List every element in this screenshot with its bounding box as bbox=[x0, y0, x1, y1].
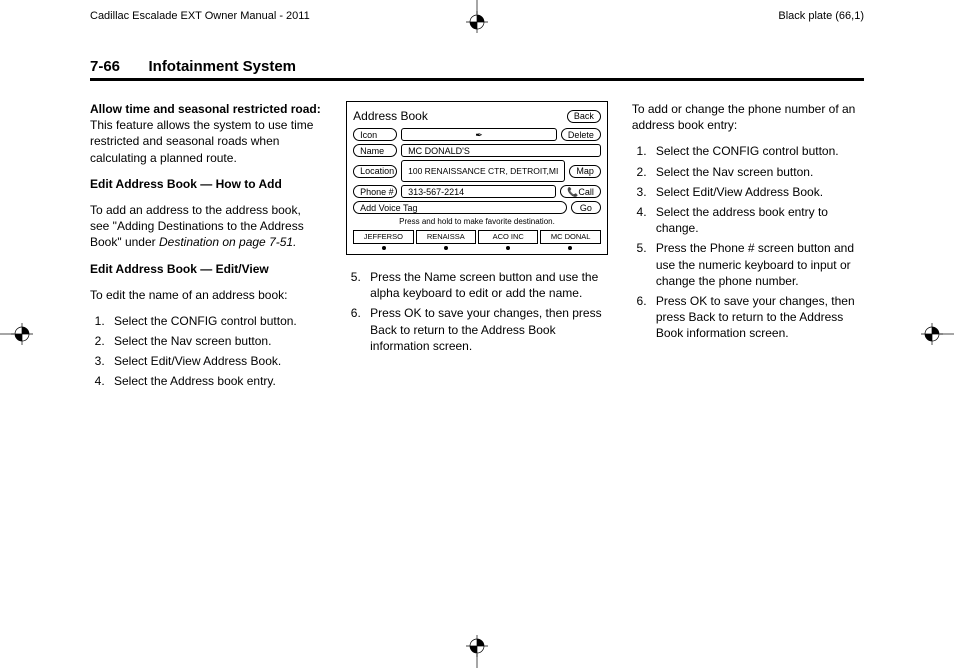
icon-value[interactable]: ✒ bbox=[401, 128, 557, 141]
back-button[interactable]: Back bbox=[567, 110, 601, 123]
dot-icon bbox=[382, 246, 386, 250]
location-value[interactable]: 100 RENAISSANCE CTR, DETROIT,MI bbox=[401, 160, 565, 182]
section-title: Infotainment System bbox=[148, 58, 296, 75]
crop-mark-bottom bbox=[457, 628, 497, 668]
favorite-slot[interactable]: RENAISSA bbox=[416, 230, 476, 244]
manual-title: Cadillac Escalade EXT Owner Manual - 201… bbox=[90, 10, 310, 22]
list-item: Select the address book entry to change. bbox=[650, 204, 864, 236]
dot-icon bbox=[506, 246, 510, 250]
heading-edit-view: Edit Address Book — Edit/View bbox=[90, 261, 322, 277]
voice-tag-button[interactable]: Add Voice Tag bbox=[353, 201, 567, 214]
para-how-to-add: To add an address to the address book, s… bbox=[90, 202, 322, 251]
edit-steps-list: Select the CONFIG control button. Select… bbox=[108, 313, 322, 390]
icon-label[interactable]: Icon bbox=[353, 128, 397, 141]
section-header: 7-66 Infotainment System bbox=[90, 58, 864, 81]
screen-title: Address Book bbox=[353, 108, 428, 124]
list-item: Select the Nav screen button. bbox=[650, 164, 864, 180]
name-value[interactable]: MC DONALD'S bbox=[401, 144, 601, 157]
location-label[interactable]: Location bbox=[353, 165, 397, 178]
crop-mark-right bbox=[914, 314, 954, 354]
screen-note: Press and hold to make favorite destinat… bbox=[353, 217, 601, 228]
dot-row bbox=[353, 246, 601, 250]
column-2: Address Book Back Icon ✒ Delete Name MC … bbox=[346, 101, 608, 400]
para-allow-time: Allow time and seasonal restricted road:… bbox=[90, 101, 322, 166]
list-item: Select the Address book entry. bbox=[108, 373, 322, 389]
crop-mark-left bbox=[0, 314, 40, 354]
plate-label: Black plate (66,1) bbox=[778, 10, 864, 22]
para-edit-intro: To edit the name of an address book: bbox=[90, 287, 322, 303]
list-item: Select Edit/View Address Book. bbox=[650, 184, 864, 200]
list-item: Press the Name screen button and use the… bbox=[364, 269, 608, 301]
crop-mark-top bbox=[457, 0, 497, 40]
para-how-to-add-ref: Destination on page 7-51. bbox=[159, 235, 296, 249]
map-button[interactable]: Map bbox=[569, 165, 601, 178]
para-phone-intro: To add or change the phone number of an … bbox=[632, 101, 864, 133]
section-number: 7-66 bbox=[90, 58, 120, 75]
dot-icon bbox=[444, 246, 448, 250]
favorite-slot[interactable]: ACO INC bbox=[478, 230, 538, 244]
phone-value[interactable]: 313-567-2214 bbox=[401, 185, 556, 198]
favorite-slot[interactable]: JEFFERSO bbox=[353, 230, 413, 244]
list-item: Press OK to save your changes, then pres… bbox=[364, 305, 608, 354]
phone-label[interactable]: Phone # bbox=[353, 185, 397, 198]
go-button[interactable]: Go bbox=[571, 201, 601, 214]
address-book-screen: Address Book Back Icon ✒ Delete Name MC … bbox=[346, 101, 608, 255]
list-item: Press OK to save your changes, then pres… bbox=[650, 293, 864, 342]
delete-button[interactable]: Delete bbox=[561, 128, 601, 141]
list-item: Select the CONFIG control button. bbox=[108, 313, 322, 329]
name-label[interactable]: Name bbox=[353, 144, 397, 157]
list-item: Select Edit/View Address Book. bbox=[108, 353, 322, 369]
edit-steps-continued: Press the Name screen button and use the… bbox=[364, 269, 608, 354]
heading-how-to-add: Edit Address Book — How to Add bbox=[90, 176, 322, 192]
phone-steps-list: Select the CONFIG control button. Select… bbox=[650, 143, 864, 341]
list-item: Select the Nav screen button. bbox=[108, 333, 322, 349]
dot-icon bbox=[568, 246, 572, 250]
favorite-slot[interactable]: MC DONAL bbox=[540, 230, 600, 244]
columns: Allow time and seasonal restricted road:… bbox=[0, 87, 954, 400]
column-3: To add or change the phone number of an … bbox=[632, 101, 864, 400]
column-1: Allow time and seasonal restricted road:… bbox=[90, 101, 322, 400]
para-allow-time-rest: This feature allows the system to use ti… bbox=[90, 118, 313, 164]
call-button[interactable]: 📞Call bbox=[560, 185, 601, 198]
list-item: Select the CONFIG control button. bbox=[650, 143, 864, 159]
para-allow-time-bold: Allow time and seasonal restricted road: bbox=[90, 102, 321, 116]
list-item: Press the Phone # screen button and use … bbox=[650, 240, 864, 289]
favorites-row: JEFFERSO RENAISSA ACO INC MC DONAL bbox=[353, 230, 601, 244]
